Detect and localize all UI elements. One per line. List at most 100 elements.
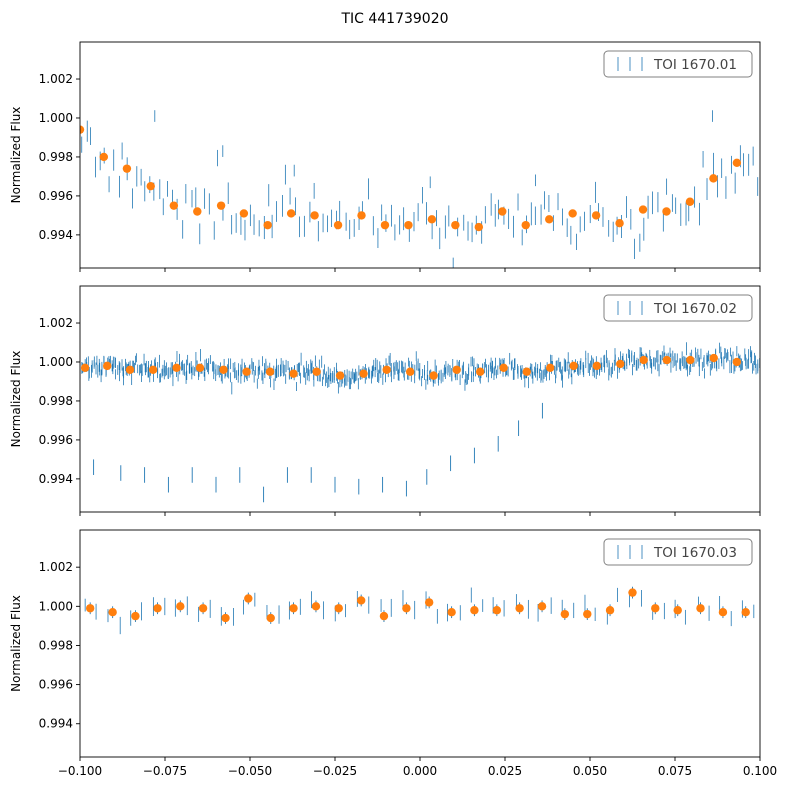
binned-point [569,361,578,371]
binned-point [424,598,434,607]
legend-box [603,538,753,566]
legend-box [603,294,753,322]
legend-box [603,50,753,78]
binned-point [286,209,296,218]
binned-point [176,602,185,611]
binned-point [146,181,155,191]
binned-point [242,367,251,376]
y-tick-label: 1.000 [39,111,73,125]
binned-point [263,220,272,230]
binned-point [311,602,321,611]
y-tick-label: 0.994 [39,228,73,242]
binned-point [265,367,275,376]
binned-point [651,604,660,613]
binned-point [86,604,95,613]
binned-point [99,152,109,162]
binned-point [732,357,742,367]
binned-point [537,602,547,611]
binned-point [195,363,205,373]
binned-point [639,355,648,365]
binned-point [216,201,226,210]
binned-point [359,369,368,378]
y-tick-label: 0.998 [39,394,73,408]
binned-point [499,363,508,373]
binned-point [289,369,298,378]
binned-point [718,607,728,617]
binned-point [103,361,112,371]
x-tick-label: 0.100 [743,764,777,778]
binned-point [474,222,484,232]
binned-point [638,205,648,214]
binned-point [628,588,637,597]
binned-point [515,604,524,613]
x-tick-label: −0.025 [313,764,357,778]
y-tick-label: 0.996 [39,433,73,447]
binned-point [498,207,507,216]
y-tick-label: 0.996 [39,189,73,203]
panel-2: 0.994 0.996 0.998 1.000 1.002 Normalized Flux… [9,285,761,516]
plot-area [80,110,759,268]
binned-point [221,613,230,623]
binned-point [172,363,181,373]
binned-point [546,363,555,373]
binned-point [380,220,390,230]
binned-point [379,611,389,621]
plot-area [80,342,760,503]
binned-point [244,594,253,603]
binned-point [108,607,117,617]
legend: TOI 1670.02 [603,294,753,322]
binned-point [662,355,672,365]
binned-point [193,207,202,216]
binned-point [568,209,577,218]
y-axis-label: Normalized Flux [9,107,23,204]
panel-3: 0.994 0.996 0.998 1.000 1.002 −0.100 −0.075 −0.… [9,529,777,778]
binned-point [741,607,750,617]
y-tick-label: 0.994 [39,717,73,731]
binned-point [732,158,742,167]
legend-label: TOI 1670.02 [653,301,737,317]
binned-point [615,218,624,228]
binned-point [405,367,415,376]
binned-point [605,606,615,615]
binned-point [583,609,592,619]
binned-point [382,365,391,374]
binned-point [709,353,718,363]
x-tick-label: 0.075 [658,764,692,778]
binned-point [662,207,671,216]
binned-point [357,211,366,220]
binned-point [356,596,366,605]
binned-point [521,220,530,230]
binned-point [685,197,695,206]
binned-point [616,359,625,369]
x-tick-label: 0.000 [403,764,437,778]
y-tick-label: 0.996 [39,678,73,692]
binned-point [592,361,601,371]
y-tick-label: 1.000 [39,599,73,613]
binned-point [673,606,682,615]
binned-point [80,125,85,134]
binned-point [148,365,158,374]
binned-point [310,211,319,220]
y-tick-label: 0.998 [39,150,73,164]
binned-point [131,611,140,621]
legend-label: TOI 1670.03 [653,545,737,561]
binned-point [427,215,437,224]
binned-point [470,606,479,615]
binned-point [122,164,132,173]
binned-point [289,604,298,613]
binned-point [266,613,275,623]
legend-label: TOI 1670.01 [653,57,737,73]
binned-point [402,604,411,613]
binned-point [335,371,345,380]
x-tick-label: −0.100 [58,764,102,778]
binned-point [169,201,179,210]
y-tick-label: 1.002 [39,72,73,86]
figure-title: TIC 441739020 [340,11,448,27]
binned-point [696,604,705,613]
y-tick-label: 0.998 [39,638,73,652]
binned-point [560,609,570,619]
binned-point [451,220,460,230]
binned-point [80,363,90,373]
plot-area [84,586,755,635]
binned-point [447,607,456,617]
